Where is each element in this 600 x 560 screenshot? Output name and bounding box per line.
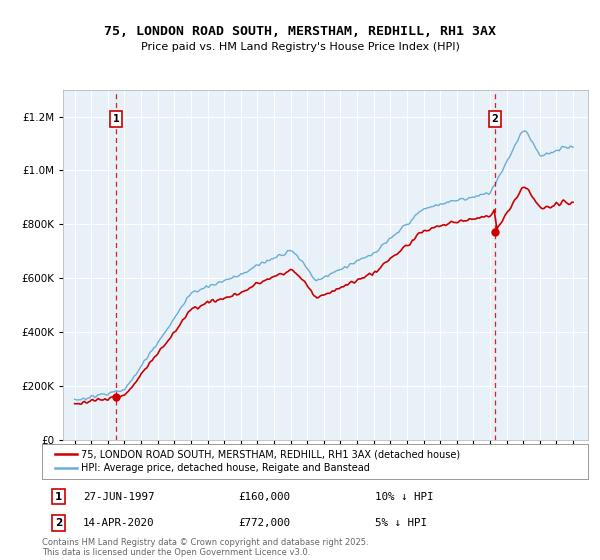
Text: 14-APR-2020: 14-APR-2020 (83, 518, 154, 528)
Text: Contains HM Land Registry data © Crown copyright and database right 2025.
This d: Contains HM Land Registry data © Crown c… (42, 538, 368, 557)
Text: £772,000: £772,000 (239, 518, 290, 528)
Legend: 75, LONDON ROAD SOUTH, MERSTHAM, REDHILL, RH1 3AX (detached house), HPI: Average: 75, LONDON ROAD SOUTH, MERSTHAM, REDHILL… (51, 446, 464, 477)
Text: 75, LONDON ROAD SOUTH, MERSTHAM, REDHILL, RH1 3AX: 75, LONDON ROAD SOUTH, MERSTHAM, REDHILL… (104, 25, 496, 38)
Text: 2: 2 (491, 114, 498, 124)
Text: Price paid vs. HM Land Registry's House Price Index (HPI): Price paid vs. HM Land Registry's House … (140, 42, 460, 52)
Text: 2: 2 (55, 518, 62, 528)
Text: 10% ↓ HPI: 10% ↓ HPI (375, 492, 434, 502)
Text: 1: 1 (55, 492, 62, 502)
Text: 5% ↓ HPI: 5% ↓ HPI (375, 518, 427, 528)
Text: 1: 1 (113, 114, 119, 124)
Text: £160,000: £160,000 (239, 492, 290, 502)
Text: 27-JUN-1997: 27-JUN-1997 (83, 492, 154, 502)
